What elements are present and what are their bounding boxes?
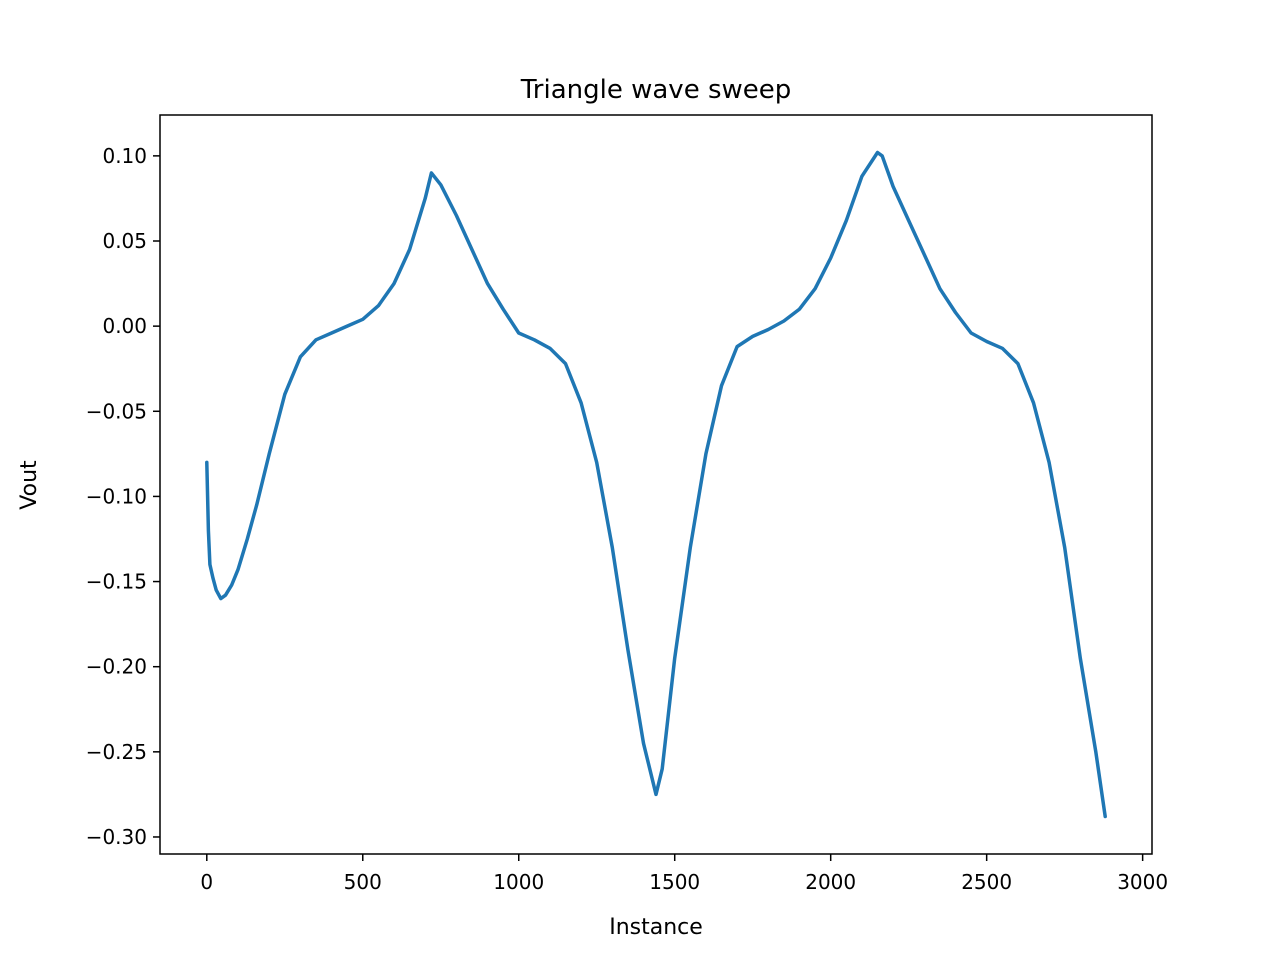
y-tick-label: 0.05 [102, 229, 147, 253]
chart-title: Triangle wave sweep [520, 75, 792, 105]
y-tick-label: −0.25 [86, 740, 147, 764]
plot-area [205, 150, 1107, 819]
x-tick-label: 2500 [961, 870, 1012, 894]
y-tick-label: −0.30 [86, 825, 147, 849]
x-tick-label: 1500 [649, 870, 700, 894]
y-axis-label: Vout [17, 460, 42, 510]
y-tick-label: 0.00 [102, 314, 147, 338]
x-tick-label: 500 [344, 870, 382, 894]
x-tick-label: 0 [200, 870, 213, 894]
x-tick-label: 1000 [493, 870, 544, 894]
plot-frame [159, 114, 1153, 855]
y-tick-label: −0.05 [86, 399, 147, 423]
x-axis-label: Instance [609, 915, 703, 940]
x-tick-label: 3000 [1117, 870, 1168, 894]
y-tick-label: −0.15 [86, 570, 147, 594]
y-tick-label: 0.10 [102, 144, 147, 168]
series-line [205, 150, 1107, 819]
y-tick-label: −0.10 [86, 484, 147, 508]
x-tick-label: 2000 [805, 870, 856, 894]
x-axis: 0 500 1000 1500 2000 2500 3000 [200, 854, 1168, 894]
y-tick-label: −0.20 [86, 655, 147, 679]
y-axis: 0.10 0.05 0.00 −0.05 −0.10 −0.15 −0.20 −0.25 −0.… [86, 144, 160, 849]
